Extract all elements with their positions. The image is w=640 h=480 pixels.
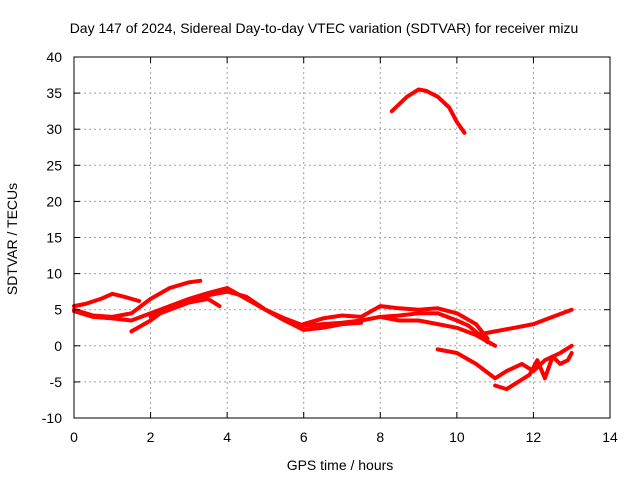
x-tick-label: 14 <box>602 429 618 445</box>
series-line-sat-h <box>389 87 467 135</box>
x-tick-label: 0 <box>70 429 78 445</box>
chart-title: Day 147 of 2024, Sidereal Day-to-day VTE… <box>70 20 579 36</box>
y-tick-label: 0 <box>54 338 62 354</box>
y-tick-label: -5 <box>50 374 63 390</box>
y-tick-label: 25 <box>46 157 62 173</box>
x-tick-label: 8 <box>376 429 384 445</box>
y-tick-label: 10 <box>46 266 62 282</box>
x-tick-label: 6 <box>300 429 308 445</box>
grid <box>74 57 610 418</box>
series-line-sat-c <box>72 289 490 345</box>
y-tick-label: 40 <box>46 49 62 65</box>
series-line-sat-d <box>129 286 364 334</box>
series-line-sat-f <box>301 304 490 341</box>
x-tick-label: 12 <box>526 429 542 445</box>
x-tick-label: 10 <box>449 429 465 445</box>
ticks: 0 2 4 6 8 10 12 14 -10 -5 0 5 10 15 20 25 30 35 40 <box>42 49 618 445</box>
series-line-sat-k <box>493 351 574 392</box>
x-tick-label: 2 <box>147 429 155 445</box>
y-axis-label: SDTVAR / TECUs <box>4 183 20 295</box>
y-tick-label: 5 <box>54 302 62 318</box>
x-axis-label: GPS time / hours <box>287 457 394 473</box>
y-tick-label: -10 <box>42 410 62 426</box>
x-tick-label: 4 <box>223 429 231 445</box>
y-tick-label: 20 <box>46 193 62 209</box>
y-tick-label: 35 <box>46 85 62 101</box>
y-tick-label: 15 <box>46 230 62 246</box>
series-layer <box>72 87 574 392</box>
series-line-sat-i <box>474 307 574 337</box>
y-tick-label: 30 <box>46 121 62 137</box>
series-line-sat-e <box>148 296 222 319</box>
series-line-sat-a <box>72 291 142 309</box>
